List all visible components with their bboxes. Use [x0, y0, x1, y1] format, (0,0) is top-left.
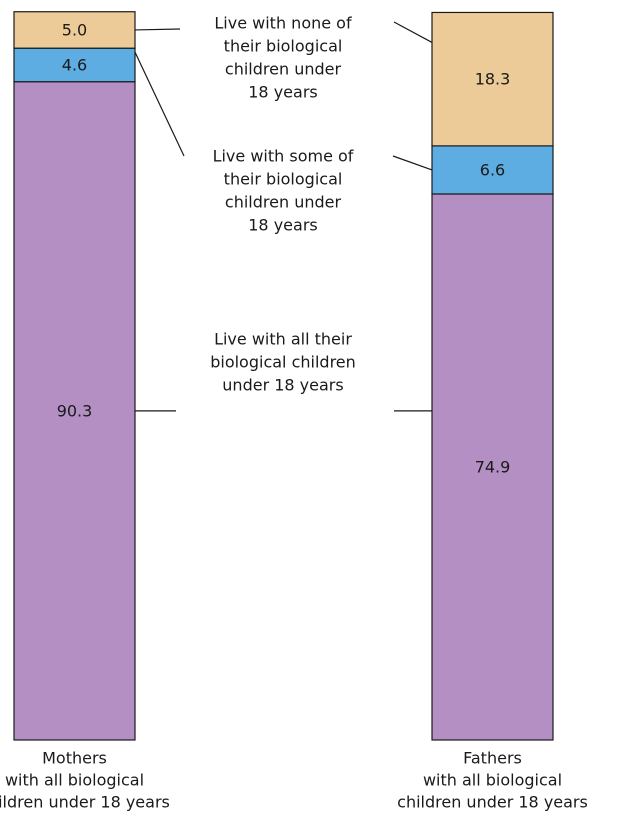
category-label-1-1: with all biological [423, 771, 562, 790]
category-label-0-2: children under 18 years [0, 793, 170, 812]
bar-segment-0-2 [13, 11, 136, 49]
bar-segment-1-2 [431, 11, 554, 147]
bar-segment-0-0 [13, 81, 136, 741]
value-label-0-2: 5.0 [62, 20, 87, 39]
bar-segment-0-1 [13, 47, 136, 83]
series-label-2-1: their biological [224, 37, 343, 56]
value-label-0-0: 90.3 [57, 401, 93, 420]
value-label-0-1: 4.6 [62, 55, 87, 74]
value-label-1-2: 18.3 [475, 70, 511, 89]
series-label-0-1: biological children [210, 353, 356, 372]
category-label-1-2: children under 18 years [397, 793, 588, 812]
value-label-1-1: 6.6 [480, 160, 505, 179]
series-label-1-0: Live with some of [213, 147, 354, 166]
leader-line-none-left [134, 28, 181, 31]
series-label-1-2: children under [225, 193, 342, 212]
category-label-0-1: with all biological [5, 771, 144, 790]
series-label-0-0: Live with all their [214, 330, 352, 349]
series-label-2-0: Live with none of [214, 14, 352, 33]
series-label-2-2: children under [225, 60, 342, 79]
series-label-0-2: under 18 years [222, 376, 343, 395]
bar-segment-1-1 [431, 145, 554, 195]
series-label-1-3: 18 years [248, 216, 317, 235]
leader-line-none-right [393, 21, 433, 43]
bar-segment-1-0 [431, 193, 554, 741]
leader-line-some-right [392, 155, 433, 171]
series-label-1-1: their biological [224, 170, 343, 189]
category-label-0-0: Mothers [42, 749, 107, 768]
category-label-1-0: Fathers [463, 749, 522, 768]
value-label-1-0: 74.9 [475, 457, 511, 476]
series-label-2-3: 18 years [248, 83, 317, 102]
leader-line-some-left [134, 51, 185, 157]
